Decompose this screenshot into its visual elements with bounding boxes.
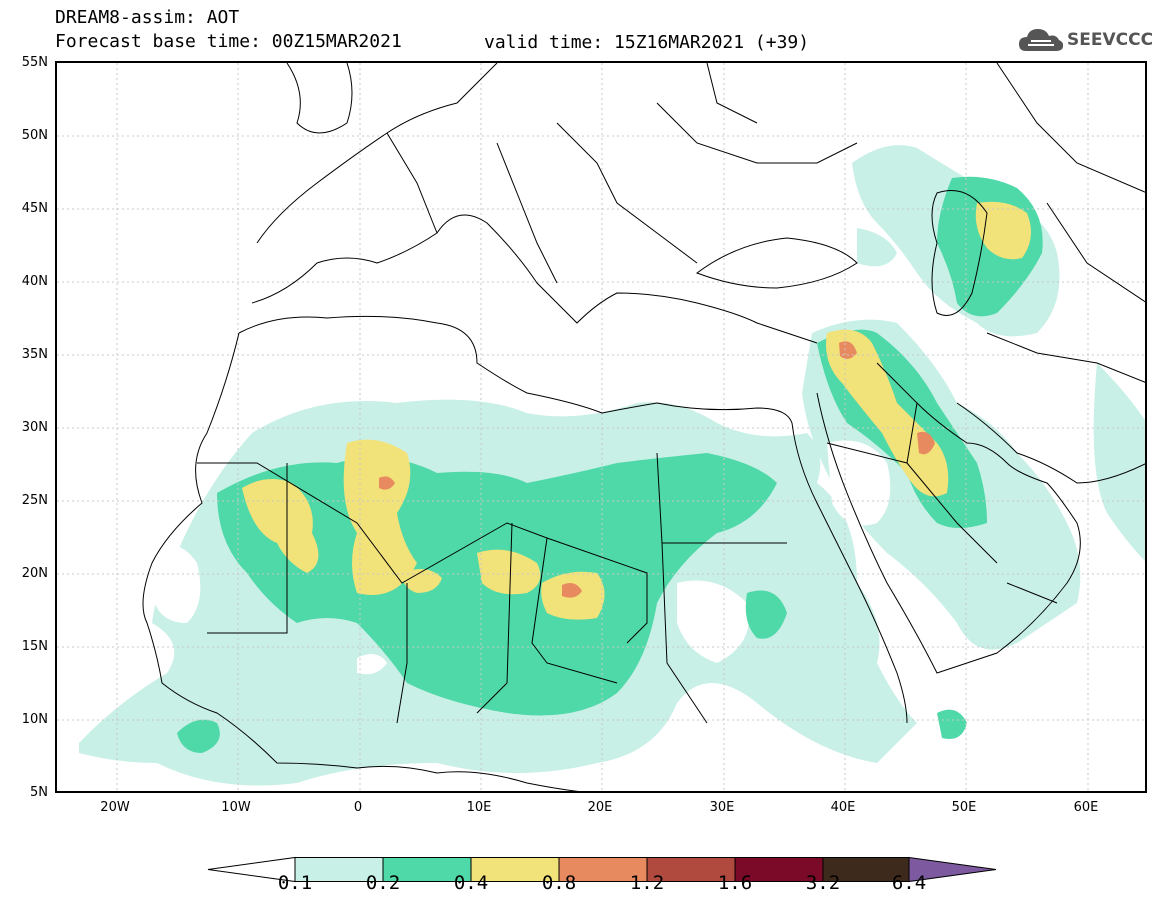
colorbar-label-0.2: 0.2 bbox=[365, 872, 401, 894]
lon-label-0: 0 bbox=[353, 800, 363, 815]
lat-label-5n: 5N bbox=[30, 785, 48, 800]
lat-label-40n: 40N bbox=[21, 274, 48, 289]
lon-label-60e: 60E bbox=[1073, 800, 1099, 815]
map-canvas bbox=[57, 63, 1145, 791]
lat-label-30n: 30N bbox=[21, 420, 48, 435]
lon-label-10w: 10W bbox=[221, 800, 251, 815]
lat-label-25n: 25N bbox=[21, 493, 48, 508]
colorbar-label-1.6: 1.6 bbox=[717, 872, 753, 894]
colorbar-label-3.2: 3.2 bbox=[805, 872, 841, 894]
lat-label-35n: 35N bbox=[21, 347, 48, 362]
colorbar-label-6.4: 6.4 bbox=[891, 872, 927, 894]
colorbar-bin-1.6 bbox=[734, 857, 824, 882]
colorbar-bin-0.2 bbox=[382, 857, 472, 882]
colorbar-bin-0.1 bbox=[294, 857, 384, 882]
lat-label-55n: 55N bbox=[21, 55, 48, 70]
seevccc-logo: SEEVCCC bbox=[1018, 24, 1153, 56]
map-title: DREAM8-assim: AOT bbox=[55, 7, 240, 28]
colorbar-label-0.8: 0.8 bbox=[541, 872, 577, 894]
lat-label-50n: 50N bbox=[21, 128, 48, 143]
lat-label-45n: 45N bbox=[21, 201, 48, 216]
colorbar-bin-1.2 bbox=[646, 857, 736, 882]
logo-text: SEEVCCC bbox=[1067, 30, 1154, 50]
colorbar-label-0.4: 0.4 bbox=[453, 872, 489, 894]
lat-label-15n: 15N bbox=[21, 639, 48, 654]
colorbar-label-0.1: 0.1 bbox=[277, 872, 313, 894]
lon-label-10e: 10E bbox=[466, 800, 492, 815]
valid-time: valid time: 15Z16MAR2021 (+39) bbox=[484, 32, 810, 53]
lon-label-50e: 50E bbox=[951, 800, 977, 815]
lon-label-20w: 20W bbox=[100, 800, 130, 815]
colorbar-bin-3.2 bbox=[822, 857, 910, 882]
colorbar-bin-0.8 bbox=[558, 857, 648, 882]
lat-label-10n: 10N bbox=[21, 712, 48, 727]
colorbar-arrow-high bbox=[908, 856, 997, 883]
colorbar bbox=[207, 856, 997, 883]
colorbar-label-1.2: 1.2 bbox=[629, 872, 665, 894]
lon-label-30e: 30E bbox=[709, 800, 735, 815]
map-graticule bbox=[57, 63, 1145, 791]
cloud-logo-icon bbox=[1019, 29, 1064, 51]
lon-label-40e: 40E bbox=[830, 800, 856, 815]
aot-map bbox=[55, 61, 1147, 793]
coastlines-borders bbox=[142, 63, 1145, 791]
forecast-base-time: Forecast base time: 00Z15MAR2021 bbox=[55, 31, 402, 52]
lon-label-20e: 20E bbox=[587, 800, 613, 815]
lat-label-20n: 20N bbox=[21, 566, 48, 581]
